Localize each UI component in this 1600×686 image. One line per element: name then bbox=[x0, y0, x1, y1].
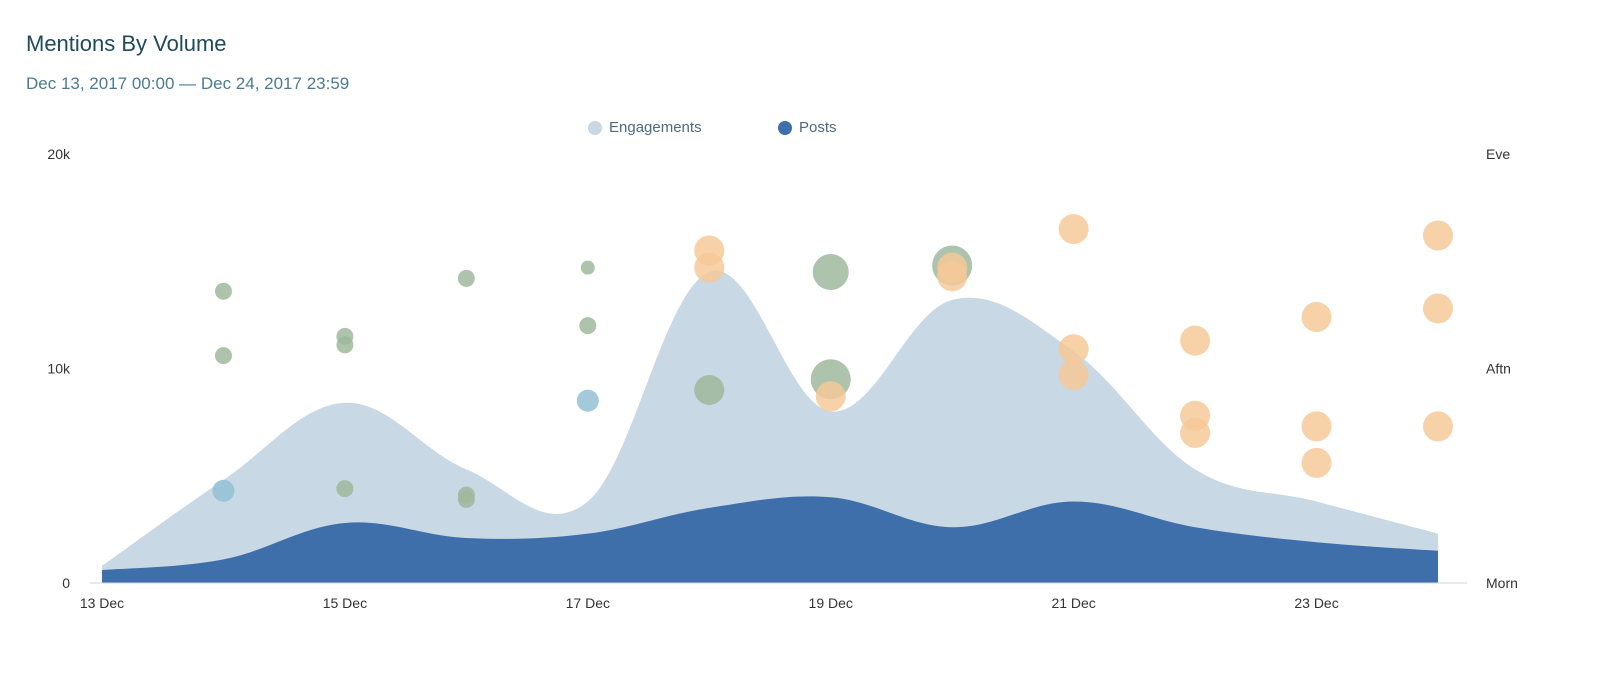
bubble-layer bbox=[212, 214, 1453, 508]
bubble-point[interactable] bbox=[812, 253, 849, 290]
x-tick-label: 21 Dec bbox=[1051, 595, 1095, 611]
bubble-point[interactable] bbox=[214, 347, 232, 365]
bubble-point[interactable] bbox=[1301, 447, 1332, 478]
legend: Engagements Posts bbox=[0, 119, 1600, 143]
bubble-point[interactable] bbox=[1180, 417, 1211, 448]
x-tick-label: 13 Dec bbox=[80, 595, 124, 611]
bubble-point[interactable] bbox=[576, 389, 599, 412]
bubble-point[interactable] bbox=[1058, 359, 1089, 390]
legend-item-engagements[interactable]: Engagements bbox=[588, 119, 702, 136]
bubble-point[interactable] bbox=[336, 336, 354, 354]
x-tick-label: 19 Dec bbox=[809, 595, 853, 611]
y2-tick-label: Eve bbox=[1486, 146, 1510, 162]
bubble-point[interactable] bbox=[457, 269, 475, 287]
bubble-point[interactable] bbox=[694, 252, 725, 283]
y-tick-label: 0 bbox=[62, 575, 70, 591]
bubble-point[interactable] bbox=[1180, 325, 1211, 356]
bubble-point[interactable] bbox=[1423, 220, 1453, 251]
x-tick-label: 17 Dec bbox=[566, 595, 610, 611]
bubble-point[interactable] bbox=[1301, 411, 1332, 442]
bubble-point[interactable] bbox=[815, 381, 846, 412]
bubble-point[interactable] bbox=[336, 480, 354, 498]
legend-posts-marker-icon bbox=[778, 120, 792, 135]
bubble-point[interactable] bbox=[457, 490, 475, 508]
bubble-point[interactable] bbox=[1058, 214, 1089, 245]
y-tick-label: 20k bbox=[47, 146, 71, 162]
bubble-point[interactable] bbox=[580, 260, 595, 275]
date-range: Dec 13, 2017 00:00 — Dec 24, 2017 23:59 bbox=[26, 74, 350, 93]
bubble-point[interactable] bbox=[1301, 302, 1332, 333]
chart-title: Mentions By Volume bbox=[26, 31, 227, 56]
x-tick-label: 15 Dec bbox=[323, 595, 367, 611]
bubble-point[interactable] bbox=[937, 261, 968, 292]
y2-tick-label: Morn bbox=[1486, 575, 1518, 591]
legend-engagements-marker-icon bbox=[588, 120, 602, 135]
legend-label-posts: Posts bbox=[799, 119, 837, 136]
bubble-point[interactable] bbox=[1058, 334, 1089, 365]
area-layer bbox=[102, 270, 1438, 583]
bubble-point[interactable] bbox=[579, 317, 597, 335]
bubble-point[interactable] bbox=[214, 282, 232, 300]
axis-labels: 0 10k 20k Morn Aftn Eve 13 Dec 15 Dec 17 Dec 19 D… bbox=[47, 146, 1517, 611]
bubble-point[interactable] bbox=[1423, 411, 1453, 442]
posts-area[interactable] bbox=[102, 496, 1438, 583]
bubble-point[interactable] bbox=[694, 374, 725, 405]
y2-tick-label: Aftn bbox=[1486, 361, 1511, 377]
bubble-point[interactable] bbox=[212, 479, 235, 502]
x-tick-label: 23 Dec bbox=[1294, 595, 1338, 611]
legend-item-posts[interactable]: Posts bbox=[778, 119, 837, 136]
bubble-point[interactable] bbox=[1423, 293, 1453, 324]
y-tick-label: 10k bbox=[47, 361, 71, 377]
legend-label-engagements: Engagements bbox=[609, 119, 702, 136]
